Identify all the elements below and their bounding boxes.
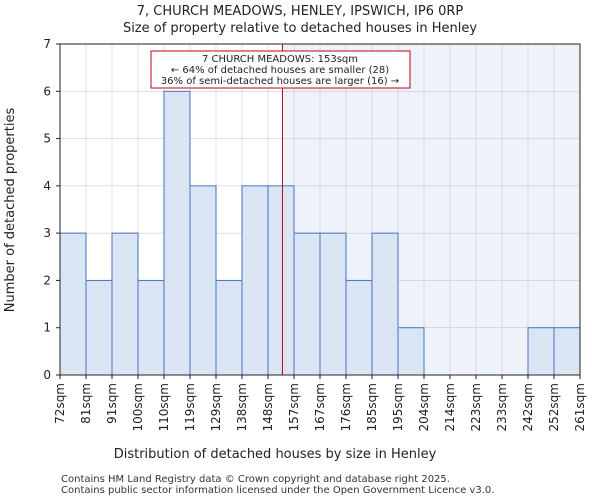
histogram-bar: [371, 232, 399, 376]
x-axis-label: Distribution of detached houses by size …: [114, 447, 437, 462]
y-ticks: 0 1 2 3 4 5 6 7: [43, 37, 60, 382]
y-tick-label: 6: [43, 84, 51, 98]
x-ticks: 72sqm 81sqm 91sqm 100sqm 110sqm 119sqm 129sqm 1…: [53, 375, 587, 431]
x-tick-label: 242sqm: [521, 383, 535, 431]
x-tick-label: 223sqm: [469, 383, 483, 431]
y-tick-label: 4: [43, 179, 51, 193]
x-tick-label: 100sqm: [131, 383, 145, 431]
histogram-bar: [293, 232, 321, 376]
histogram-bar: [85, 279, 113, 376]
annotation-title: 7 CHURCH MEADOWS: 153sqm: [202, 54, 358, 65]
y-tick-label: 0: [43, 368, 51, 382]
x-tick-label: 119sqm: [183, 383, 197, 431]
y-tick-label: 7: [43, 37, 51, 51]
histogram-bar: [319, 232, 347, 376]
x-tick-label: 91sqm: [105, 383, 119, 424]
annotation-box: 7 CHURCH MEADOWS: 153sqm ← 64% of detach…: [150, 50, 411, 89]
footer-licence: Contains public sector information licen…: [61, 485, 495, 496]
chart-subtitle: Size of property relative to detached ho…: [122, 21, 478, 36]
annotation-rect: [150, 50, 411, 89]
x-tick-label: 129sqm: [209, 383, 223, 431]
histogram-bar: [397, 327, 425, 376]
y-tick-label: 2: [43, 273, 51, 287]
x-tick-label: 81sqm: [79, 383, 93, 424]
histogram-bar: [241, 185, 269, 376]
y-tick-label: 5: [43, 132, 51, 146]
x-tick-label: 252sqm: [547, 383, 561, 431]
x-tick-label: 167sqm: [313, 383, 327, 431]
histogram-bar: [163, 90, 191, 376]
x-tick-label: 176sqm: [339, 383, 353, 431]
x-tick-label: 138sqm: [235, 383, 249, 431]
x-tick-label: 261sqm: [573, 383, 587, 431]
histogram-bar: [111, 232, 139, 376]
footer-copyright: Contains HM Land Registry data © Crown c…: [61, 474, 450, 485]
y-tick-label: 1: [43, 321, 51, 335]
histogram-bar: [137, 279, 165, 376]
x-tick-label: 110sqm: [157, 383, 171, 431]
annotation-smaller: ← 64% of detached houses are smaller (28…: [171, 65, 389, 76]
histogram-bar: [345, 279, 373, 376]
histogram-bar: [215, 279, 243, 376]
x-tick-label: 214sqm: [443, 383, 457, 431]
x-tick-label: 185sqm: [365, 383, 379, 431]
y-tick-label: 3: [43, 226, 51, 240]
x-tick-label: 195sqm: [391, 383, 405, 431]
x-tick-label: 204sqm: [417, 383, 431, 431]
bars: [59, 90, 581, 376]
x-tick-label: 72sqm: [53, 383, 67, 424]
y-axis-label: Number of detached properties: [3, 108, 18, 313]
chart-title: 7, CHURCH MEADOWS, HENLEY, IPSWICH, IP6 …: [136, 4, 464, 19]
histogram-bar: [553, 327, 581, 376]
x-tick-label: 157sqm: [287, 383, 301, 431]
histogram-bar: [527, 327, 555, 376]
histogram-bar: [59, 232, 87, 376]
annotation-larger: 36% of semi-detached houses are larger (…: [161, 76, 399, 87]
x-tick-label: 233sqm: [495, 383, 509, 431]
histogram-bar: [267, 185, 295, 376]
x-tick-label: 148sqm: [261, 383, 275, 431]
histogram-bar: [189, 185, 217, 376]
